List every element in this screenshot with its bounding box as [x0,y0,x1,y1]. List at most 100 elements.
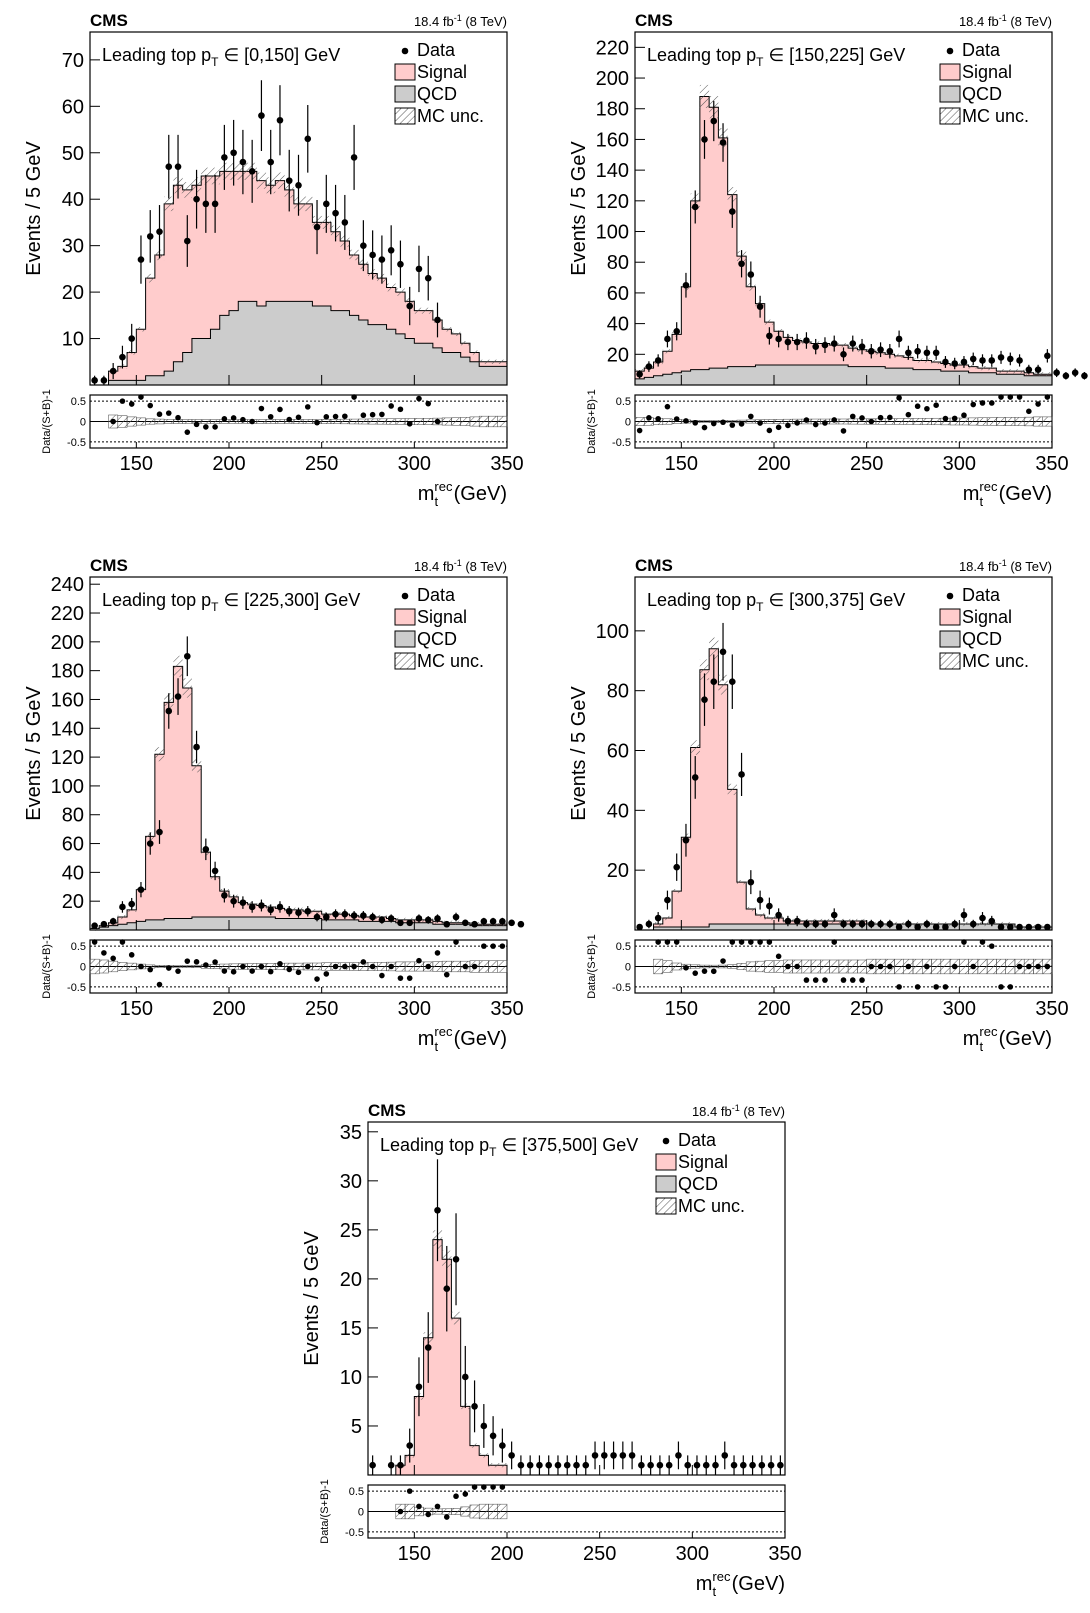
ratio-unc-band [912,958,923,975]
mc-unc-band [653,921,663,927]
data-point [1025,366,1033,373]
ratio-point [951,415,958,422]
data-point [821,341,829,349]
ratio-point [692,970,699,976]
mc-unc-band [451,331,461,337]
ratio-point [655,939,661,945]
ratio-point [360,412,367,419]
ratio-unc-band [996,958,1006,975]
ratio-point [979,939,986,945]
data-point [350,154,358,161]
ratio-point [970,963,977,970]
y-axis-label: Events / 5 GeV [568,141,590,276]
ratio-point [443,971,450,978]
ratio-point [1026,408,1032,415]
ratio-point [942,984,949,990]
ratio-point [887,414,893,421]
y-tick-label: 240 [51,574,84,596]
ratio-unc-band [441,1508,452,1515]
mc-unc-band [173,655,183,677]
mc-unc-band [959,921,969,927]
ratio-y-tick-label: -0.5 [345,1527,364,1539]
ratio-unc-band [358,418,369,425]
ratio-unc-band [968,417,979,426]
mc-unc-band [469,1443,480,1448]
ratio-unc-band [99,959,109,974]
data-point [747,878,755,886]
y-tick-label: 40 [62,862,84,884]
y-axis-label: Events / 5 GeV [23,686,45,821]
region-label: Leading top pT ∈ [150,225] GeV [647,45,905,69]
ratio-unc-band [367,418,378,425]
mc-unc-band [764,915,774,921]
data-point [775,335,782,343]
legend-data: Data [962,585,1001,605]
ratio-unc-band [228,963,239,970]
data-point [868,347,875,355]
ratio-point [655,415,661,422]
mc-unc-band [497,359,507,364]
ratio-unc-band [265,963,276,970]
ratio-point [720,958,726,964]
data-point [239,899,247,906]
legend-qcd: QCD [417,84,457,104]
ratio-unc-band [469,1504,480,1519]
x-tick-label: 350 [1035,453,1068,475]
data-point [1044,352,1051,360]
data-point [766,332,773,340]
data-point [803,920,810,928]
ratio-point [425,963,432,970]
data-point [434,316,441,324]
x-tick-label: 200 [757,453,790,475]
ratio-unc-band [182,419,193,424]
mc-unc-band [191,759,202,773]
data-point [793,338,801,346]
data-point [673,327,680,335]
data-point [276,116,284,124]
ratio-point [896,984,902,990]
data-point [849,920,857,928]
ratio-point [775,424,782,431]
y-tick-label: 20 [607,344,629,366]
data-point [276,903,284,911]
y-axis-label: Events / 5 GeV [301,1231,323,1366]
data-point [923,920,931,928]
x-tick-label: 200 [212,998,245,1020]
data-point [895,923,903,931]
ratio-unc-band [108,960,119,973]
data-point [517,1461,525,1469]
ratio-point [766,939,773,945]
data-point [784,917,792,925]
mc-unc-band [349,249,359,261]
ratio-unc-band [488,1503,498,1520]
x-tick-label: 150 [665,998,698,1020]
ratio-point [277,406,283,413]
ratio-unc-band [912,418,923,425]
ratio-point [342,963,348,970]
x-tick-label: 350 [1035,998,1068,1020]
ratio-unc-band [662,418,673,425]
ratio-point [369,963,376,970]
data-point [480,918,488,925]
y-tick-label: 60 [62,834,84,856]
mc-unc-band [460,341,470,346]
ratio-point [664,939,671,945]
ratio-point [267,413,274,420]
data-point [858,343,866,350]
data-point [721,1452,729,1459]
ratio-point [710,420,717,427]
data-point [202,200,210,208]
data-point [230,897,237,905]
ratio-y-tick-label: 0.5 [616,941,631,953]
ratio-point [434,418,441,425]
y-tick-label: 40 [62,189,84,211]
ratio-point [1026,963,1032,970]
data-point [230,149,237,157]
ratio-unc-band [395,418,406,425]
ratio-unc-band [386,418,397,425]
ratio-point [397,975,404,981]
ratio-point [868,418,875,425]
mc-unc-band [256,172,267,189]
ratio-y-tick-label: 0 [625,962,631,974]
ratio-point [119,939,126,945]
